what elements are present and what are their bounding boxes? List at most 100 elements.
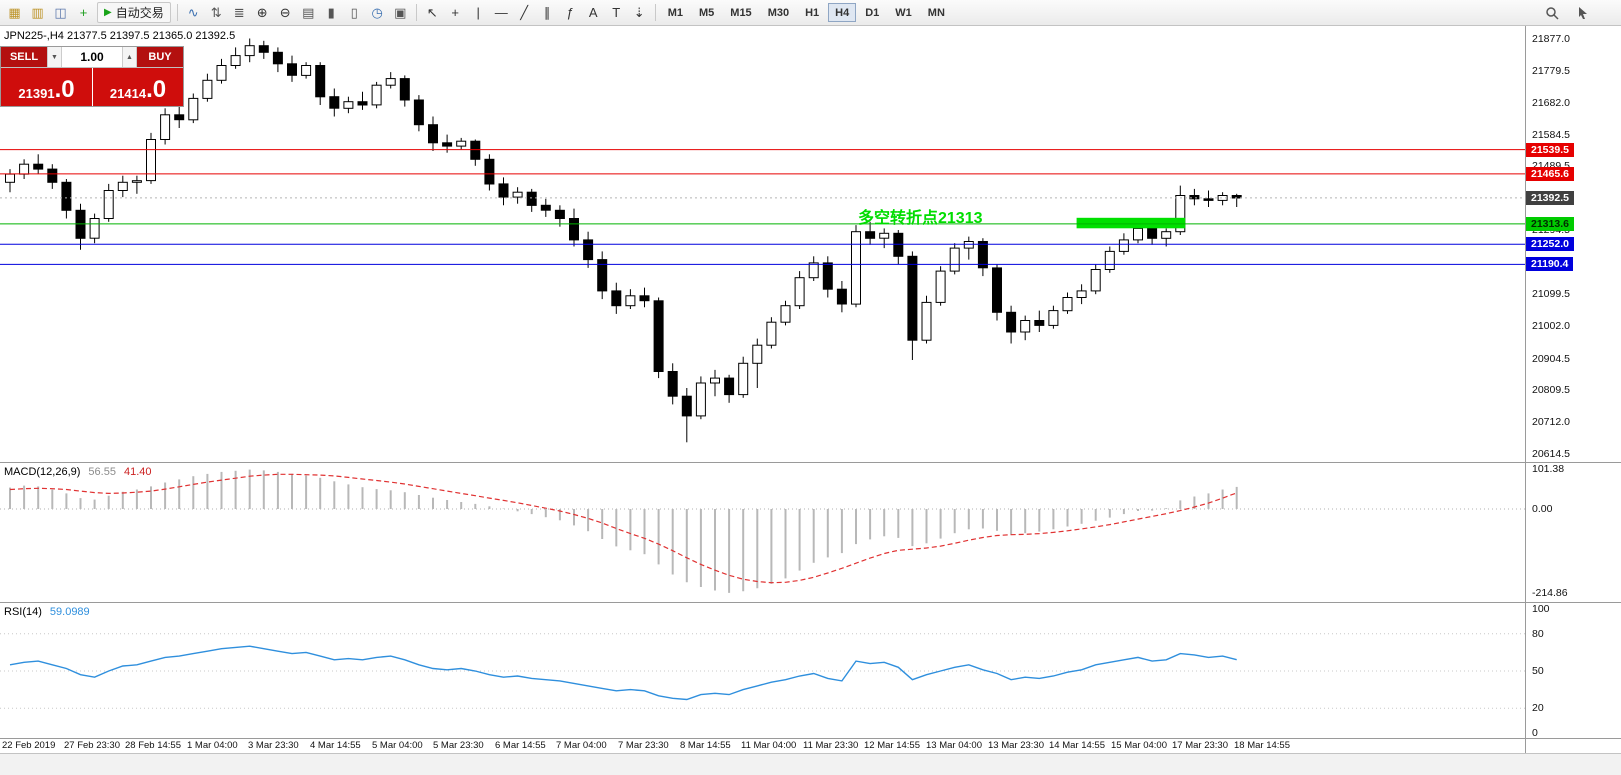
sell-price-box[interactable]: 21391.0	[1, 68, 92, 106]
crosshair-icon[interactable]: +	[451, 5, 460, 20]
timeframe-mn[interactable]: MN	[927, 6, 945, 19]
macd-axis[interactable]: 101.38 0.00 -214.86	[1526, 462, 1621, 602]
toolbar-separator	[654, 4, 656, 21]
price-chart-panel[interactable]: JPN225-,H4 21377.5 21397.5 21365.0 21392…	[0, 26, 1525, 462]
macd-chart	[0, 469, 1525, 593]
timeframe-m1[interactable]: M1	[667, 6, 683, 19]
rsi-panel[interactable]: RSI(14) 59.0989	[0, 602, 1525, 738]
time-axis-label: 13 Mar 04:00	[926, 740, 982, 751]
period-list-icon[interactable]: ⇅	[210, 4, 222, 20]
vertical-line-icon[interactable]: |	[476, 5, 480, 20]
time-axis-label: 7 Mar 04:00	[556, 740, 607, 751]
search-icon[interactable]	[1540, 2, 1563, 23]
macd-label: MACD(12,26,9) 56.55 41.40	[4, 466, 151, 478]
profiles-icon[interactable]: ▥	[31, 4, 44, 20]
time-axis-label: 1 Mar 04:00	[187, 740, 238, 751]
rsi-axis-label: 80	[1532, 628, 1544, 640]
time-axis-label: 5 Mar 04:00	[372, 740, 423, 751]
templates-icon[interactable]: ≣	[233, 4, 245, 20]
macd-axis-label: 101.38	[1532, 463, 1565, 475]
market-watch-icon[interactable]: ◫	[54, 4, 67, 20]
timeframe-group: M1 M5 M15 M30 H1 H4 D1 W1 MN	[660, 3, 953, 22]
rsi-value: 59.0989	[49, 606, 90, 618]
rsi-axis-label: 50	[1532, 665, 1544, 677]
price-level-badge: 21465.6	[1526, 167, 1574, 181]
timeframe-m15[interactable]: M15	[730, 6, 752, 19]
time-axis-label: 7 Mar 23:30	[618, 740, 669, 751]
toolbar-file-group: ▦ ▥ ◫ +	[3, 2, 95, 23]
pivot-annotation: 多空转折点21313	[858, 210, 983, 227]
timeframe-d1[interactable]: D1	[865, 6, 880, 19]
time-axis[interactable]: 22 Feb 2019 27 Feb 23:30 28 Feb 14:55 1 Mar…	[0, 738, 1525, 753]
time-axis-label: 18 Mar 14:55	[1234, 740, 1290, 751]
time-axis-label: 4 Mar 14:55	[310, 740, 361, 751]
price-level-badge: 21313.6	[1526, 217, 1574, 231]
time-axis-label: 13 Mar 23:30	[988, 740, 1044, 751]
rsi-name: RSI(14)	[4, 606, 42, 618]
time-axis-label: 3 Mar 23:30	[248, 740, 299, 751]
price-axis-label: 20712.0	[1532, 416, 1570, 428]
auto-scroll-icon[interactable]: ◷	[371, 4, 383, 20]
pointer-icon[interactable]	[1571, 2, 1594, 23]
macd-panel[interactable]: MACD(12,26,9) 56.55 41.40	[0, 462, 1525, 602]
main-price-axis[interactable]: 21877.021779.521682.021584.521489.521294…	[1526, 26, 1621, 462]
tile-windows-icon[interactable]: ▤	[302, 4, 315, 20]
channel-icon[interactable]: ∥	[543, 4, 551, 20]
macd-value-main: 56.55	[88, 466, 116, 478]
new-order-icon[interactable]: +	[79, 5, 88, 20]
price-axis-label: 20904.5	[1532, 353, 1570, 365]
buy-button[interactable]: BUY	[137, 47, 183, 67]
price-axis-label: 21682.0	[1532, 97, 1570, 109]
arrows-icon[interactable]: ⇣	[633, 4, 645, 20]
zoom-out-icon[interactable]: ⊖	[279, 4, 291, 20]
cursor-icon[interactable]: ↖	[426, 4, 438, 20]
macd-name: MACD(12,26,9)	[4, 466, 81, 478]
timeframe-w1[interactable]: W1	[895, 6, 912, 19]
timeframe-m5[interactable]: M5	[699, 6, 715, 19]
chart-shift-icon[interactable]: ▣	[394, 4, 407, 20]
macd-axis-label: -214.86	[1532, 587, 1568, 599]
price-level-badge: 21539.5	[1526, 143, 1574, 157]
buy-price-fraction: .0	[146, 76, 167, 103]
candlestick-chart	[0, 38, 1525, 443]
rsi-axis-label: 0	[1532, 727, 1538, 739]
zoom-in-icon[interactable]: ⊕	[256, 4, 268, 20]
timeframe-h1[interactable]: H1	[805, 6, 820, 19]
text-icon[interactable]: A	[588, 5, 598, 20]
price-level-badge: 21252.0	[1526, 237, 1574, 251]
volume-input[interactable]	[62, 47, 122, 67]
price-axis-label: 21584.5	[1532, 129, 1570, 141]
price-axis-column: 21877.021779.521682.021584.521489.521294…	[1525, 26, 1621, 753]
trendline-icon[interactable]: ╱	[520, 4, 529, 20]
new-chart-icon[interactable]: ▦	[8, 4, 21, 20]
macd-value-signal: 41.40	[123, 466, 152, 478]
rsi-chart	[0, 633, 1525, 709]
indicators-icon[interactable]: ∿	[187, 4, 199, 20]
label-icon[interactable]: T	[612, 5, 621, 20]
sell-price-fraction: .0	[54, 76, 75, 103]
bar-chart-icon[interactable]: ▮	[327, 4, 335, 20]
autotrade-play-icon: ▶	[104, 7, 112, 18]
sell-button[interactable]: SELL	[1, 47, 47, 67]
price-axis-label: 21002.0	[1532, 320, 1570, 332]
timeframe-h4[interactable]: H4	[828, 3, 857, 22]
rsi-axis[interactable]: 100 80 50 20 0	[1526, 602, 1621, 739]
volume-stepper-icon[interactable]: ▲	[122, 47, 137, 67]
axis-corner	[1526, 738, 1621, 753]
buy-price-box[interactable]: 21414.0	[92, 68, 183, 106]
rsi-axis-label: 100	[1532, 603, 1550, 615]
toolbar-draw-group: ↖ + | — ╱ ∥ ƒ A T ⇣	[421, 2, 651, 23]
autotrade-button[interactable]: ▶ 自动交易	[97, 2, 171, 23]
horizontal-line-icon[interactable]: —	[494, 5, 508, 20]
toolbar-separator	[176, 4, 178, 21]
fibonacci-icon[interactable]: ƒ	[566, 5, 574, 20]
time-axis-label: 11 Mar 04:00	[741, 740, 797, 751]
order-dropdown-icon[interactable]: ▼	[47, 47, 62, 67]
timeframe-m30[interactable]: M30	[767, 6, 790, 19]
price-axis-label: 21877.0	[1532, 33, 1570, 45]
time-axis-label: 28 Feb 14:55	[125, 740, 181, 751]
price-axis-label: 21099.5	[1532, 288, 1570, 300]
candle-chart-icon[interactable]: ▯	[350, 4, 358, 20]
main-toolbar: ▦ ▥ ◫ + ▶ 自动交易 ∿ ⇅ ≣ ⊕ ⊖ ▤ ▮ ▯ ◷ ▣ ↖ + | — ╱ ∥ ƒ A T ⇣ M1 M5 M1…	[0, 0, 1621, 26]
